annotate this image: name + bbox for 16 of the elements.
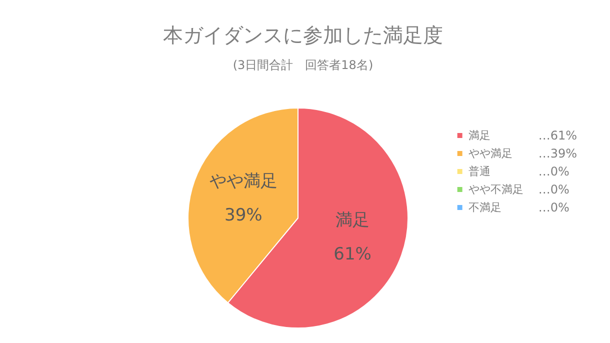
text: …39% <box>538 146 577 160</box>
text: …0% <box>538 182 570 196</box>
chart-subtitle: (3日間合計 回答者18名) <box>232 58 374 72</box>
text: …0% <box>538 200 570 214</box>
text: …61% <box>538 128 577 142</box>
data-label: 39% <box>224 205 262 226</box>
legend-label: やや満足 <box>468 147 512 160</box>
legend-label: 普通 <box>468 165 490 178</box>
slice-label: やや満足 <box>209 171 278 192</box>
slice-label: 満足 <box>336 210 370 231</box>
text: …0% <box>538 164 570 178</box>
legend-label: 満足 <box>468 129 490 142</box>
legend-label: 不満足 <box>468 201 502 214</box>
legend-label: やや不満足 <box>468 183 524 196</box>
chart-title: 本ガイダンスに参加した満足度 <box>163 23 443 47</box>
data-label: 61% <box>334 244 372 265</box>
